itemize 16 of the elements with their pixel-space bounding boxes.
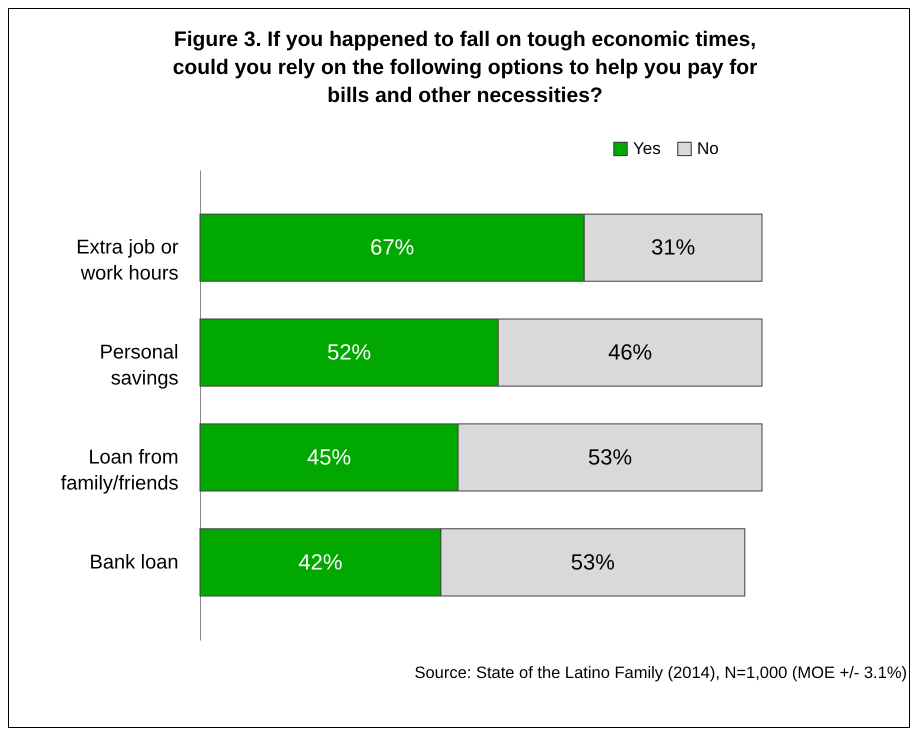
y-tick-label: Bank loan xyxy=(90,551,178,574)
data-label: 52% xyxy=(327,340,372,365)
y-tick-label: Personal savings xyxy=(100,342,178,390)
y-tick-label: Loan from family/friends xyxy=(60,446,178,494)
data-label: 31% xyxy=(651,234,696,260)
legend-label: Yes xyxy=(633,138,661,158)
legend-label: No xyxy=(697,138,719,158)
data-label: 53% xyxy=(570,549,615,574)
data-label: 67% xyxy=(370,234,414,260)
y-tick-label: Extra job or work hours xyxy=(76,236,179,285)
data-label: 46% xyxy=(608,340,652,365)
data-label: 45% xyxy=(307,444,352,470)
data-label: 42% xyxy=(298,549,342,574)
chart-title: Figure 3. If you happened to fall on tough economic times, could you rely on the following options to help you pay for bills and other necessities? xyxy=(172,27,758,109)
data-label: 53% xyxy=(588,444,632,470)
source-note: Source: State of the Latino Family (2014), N=1,000 (MOE +/- 3.1%) xyxy=(414,664,907,683)
